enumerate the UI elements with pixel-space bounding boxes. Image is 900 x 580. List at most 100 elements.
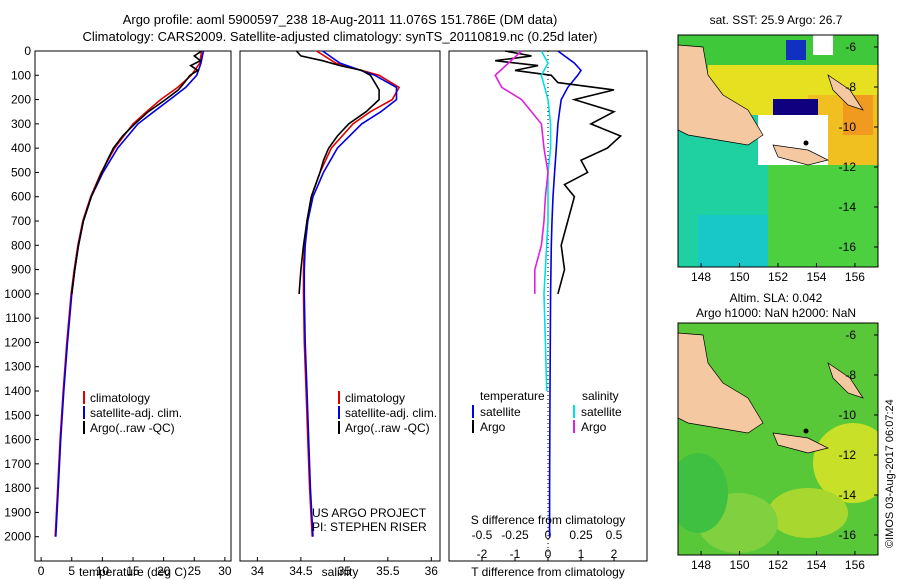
x-tick-label: 34.5 <box>289 564 313 578</box>
s-tick-label: 0.25 <box>569 528 593 542</box>
y-tick-label: 1300 <box>4 360 31 374</box>
sla-map-title-line1: Altim. SLA: 0.042 <box>730 291 823 305</box>
sla-yellow-east <box>813 423 878 503</box>
project-credit-line2: PI: STEPHEN RISER <box>312 520 427 534</box>
map-y-tick-label: -6 <box>845 328 856 342</box>
difference-legend: temperature satellite Argo salinity sate… <box>472 389 622 434</box>
y-tick-label: 1800 <box>4 481 31 495</box>
map-y-tick-label: -6 <box>845 40 856 54</box>
x-tick-label: 15 <box>126 564 140 578</box>
land-new-guinea <box>678 332 764 434</box>
y-tick-label: 1500 <box>4 408 31 422</box>
map-x-tick-label: 156 <box>845 558 865 572</box>
temperature-xlabel: temperature (deg C) <box>79 565 187 579</box>
map-y-tick-label: -8 <box>845 368 856 382</box>
legend-label-s-satellite: satellite <box>581 405 622 419</box>
legend-title-salinity: salinity <box>582 389 619 403</box>
y-tick-label: 1700 <box>4 457 31 471</box>
x-tick-label: 35 <box>338 564 352 578</box>
y-tick-label: 500 <box>11 165 31 179</box>
land-islands <box>772 144 830 166</box>
land-new-britain <box>827 362 864 399</box>
y-tick-label: 800 <box>11 238 31 252</box>
sla-map-panel: Altim. SLA: 0.042 Argo h1000: NaN h2000:… <box>677 291 879 572</box>
land-islands <box>772 432 830 454</box>
map-y-tick-label: -16 <box>839 240 857 254</box>
imos-credit: ©IMOS 03-Aug-2017 06:07:24 <box>884 399 896 548</box>
map-y-tick-label: -14 <box>839 488 857 502</box>
sst-map-panel: sat. SST: 25.9 Argo: 26.7 148 150 152 154 15… <box>677 13 879 284</box>
y-tick-label: 1600 <box>4 433 31 447</box>
s-tick-label: 0 <box>545 528 552 542</box>
land-new-britain <box>827 74 864 111</box>
legend-label-climatology: climatology <box>90 391 150 405</box>
temperature-series <box>54 50 205 537</box>
sst-map-title: sat. SST: 25.9 Argo: 26.7 <box>710 13 843 27</box>
map-y-tick-label: -12 <box>839 160 857 174</box>
sla-map-title-line2: Argo h1000: NaN h2000: NaN <box>696 306 856 320</box>
temperature-legend: climatology satellite-adj. clim. Argo(..… <box>83 391 182 435</box>
series-line-temperature-satellite <box>548 50 583 537</box>
legend-label-satellite: satellite-adj. clim. <box>345 406 437 420</box>
land-new-guinea <box>678 44 764 146</box>
legend-label-argo: Argo(..raw -QC) <box>90 421 175 435</box>
y-tick-label: 900 <box>11 263 31 277</box>
map-y-tick-label: -14 <box>839 200 857 214</box>
map-y-tick-label: -8 <box>845 80 856 94</box>
difference-panel: -2 -1 0 1 2 -0.5 -0.25 0 0.25 0.5 T difference fr… <box>448 50 648 579</box>
sst-darkblue-patch <box>773 99 818 119</box>
map-y-tick-label: -16 <box>839 528 857 542</box>
s-tick-label: -0.25 <box>501 528 529 542</box>
temperature-axes-frame <box>34 50 232 562</box>
sst-ocean-cyan-south <box>698 215 778 267</box>
map-x-tick-label: 154 <box>806 270 826 284</box>
sst-map-ticks: 148 150 152 154 156 -6 -8 -10 -12 -14 -16 <box>691 40 878 284</box>
argo-float-marker <box>803 140 809 146</box>
series-line-temperature-argo <box>495 50 623 295</box>
sst-blue-patch <box>786 40 806 60</box>
sst-ocean-green <box>768 165 878 267</box>
map-x-tick-label: 148 <box>691 558 711 572</box>
y-tick-label: 0 <box>24 44 31 58</box>
y-tick-label: 300 <box>11 117 31 131</box>
sst-missing-data-1 <box>813 35 833 55</box>
argo-float-marker <box>803 428 809 434</box>
salinity-series <box>295 50 401 537</box>
series-line-salinity-argo <box>494 50 549 294</box>
legend-title-temperature: temperature <box>480 389 545 403</box>
figure-title-line1: Argo profile: aoml 5900597_238 18-Aug-20… <box>123 12 558 27</box>
map-x-tick-label: 150 <box>730 558 750 572</box>
series-line-salinity-satellite <box>540 50 552 392</box>
y-tick-label: 1900 <box>4 505 31 519</box>
x-tick-label: 10 <box>96 564 110 578</box>
temperature-panel: 0100200300400500600700800900100011001200… <box>4 44 232 579</box>
t-tick-label: -1 <box>510 547 521 561</box>
map-x-tick-label: 150 <box>730 270 750 284</box>
temperature-axis-ticks: 0 5 10 15 20 25 30 <box>38 557 232 578</box>
legend-label-satellite: satellite-adj. clim. <box>90 406 182 420</box>
figure-title-line2: Climatology: CARS2009. Satellite-adjuste… <box>83 29 598 44</box>
x-tick-label: 20 <box>157 564 171 578</box>
salinity-axis-ticks: 34 34.5 35 35.5 36 <box>251 557 439 578</box>
map-x-tick-label: 148 <box>691 270 711 284</box>
difference-xlabel: T difference from climatology <box>471 565 625 579</box>
y-tick-label: 1000 <box>4 287 31 301</box>
y-tick-label: 2000 <box>4 530 31 544</box>
sla-map-ticks: 148 150 152 154 156 -6 -8 -10 -12 -14 -16 <box>691 328 878 572</box>
y-tick-label: 400 <box>11 141 31 155</box>
t-tick-label: 1 <box>578 547 585 561</box>
map-y-tick-label: -12 <box>839 448 857 462</box>
y-tick-label: 1400 <box>4 384 31 398</box>
t-tick-label: 2 <box>611 547 618 561</box>
x-tick-label: 36 <box>425 564 439 578</box>
legend-label-t-argo: Argo <box>480 420 506 434</box>
x-tick-label: 34 <box>251 564 265 578</box>
y-tick-label: 100 <box>11 68 31 82</box>
difference-xlabel-top: S difference from climatology <box>471 513 626 527</box>
map-x-tick-label: 156 <box>845 270 865 284</box>
map-y-tick-label: -10 <box>839 408 857 422</box>
salinity-panel: 34 34.5 35 35.5 36 salinity climatology sate… <box>239 50 441 579</box>
x-tick-label: 25 <box>188 564 202 578</box>
salinity-legend: climatology satellite-adj. clim. Argo(..… <box>338 391 437 435</box>
